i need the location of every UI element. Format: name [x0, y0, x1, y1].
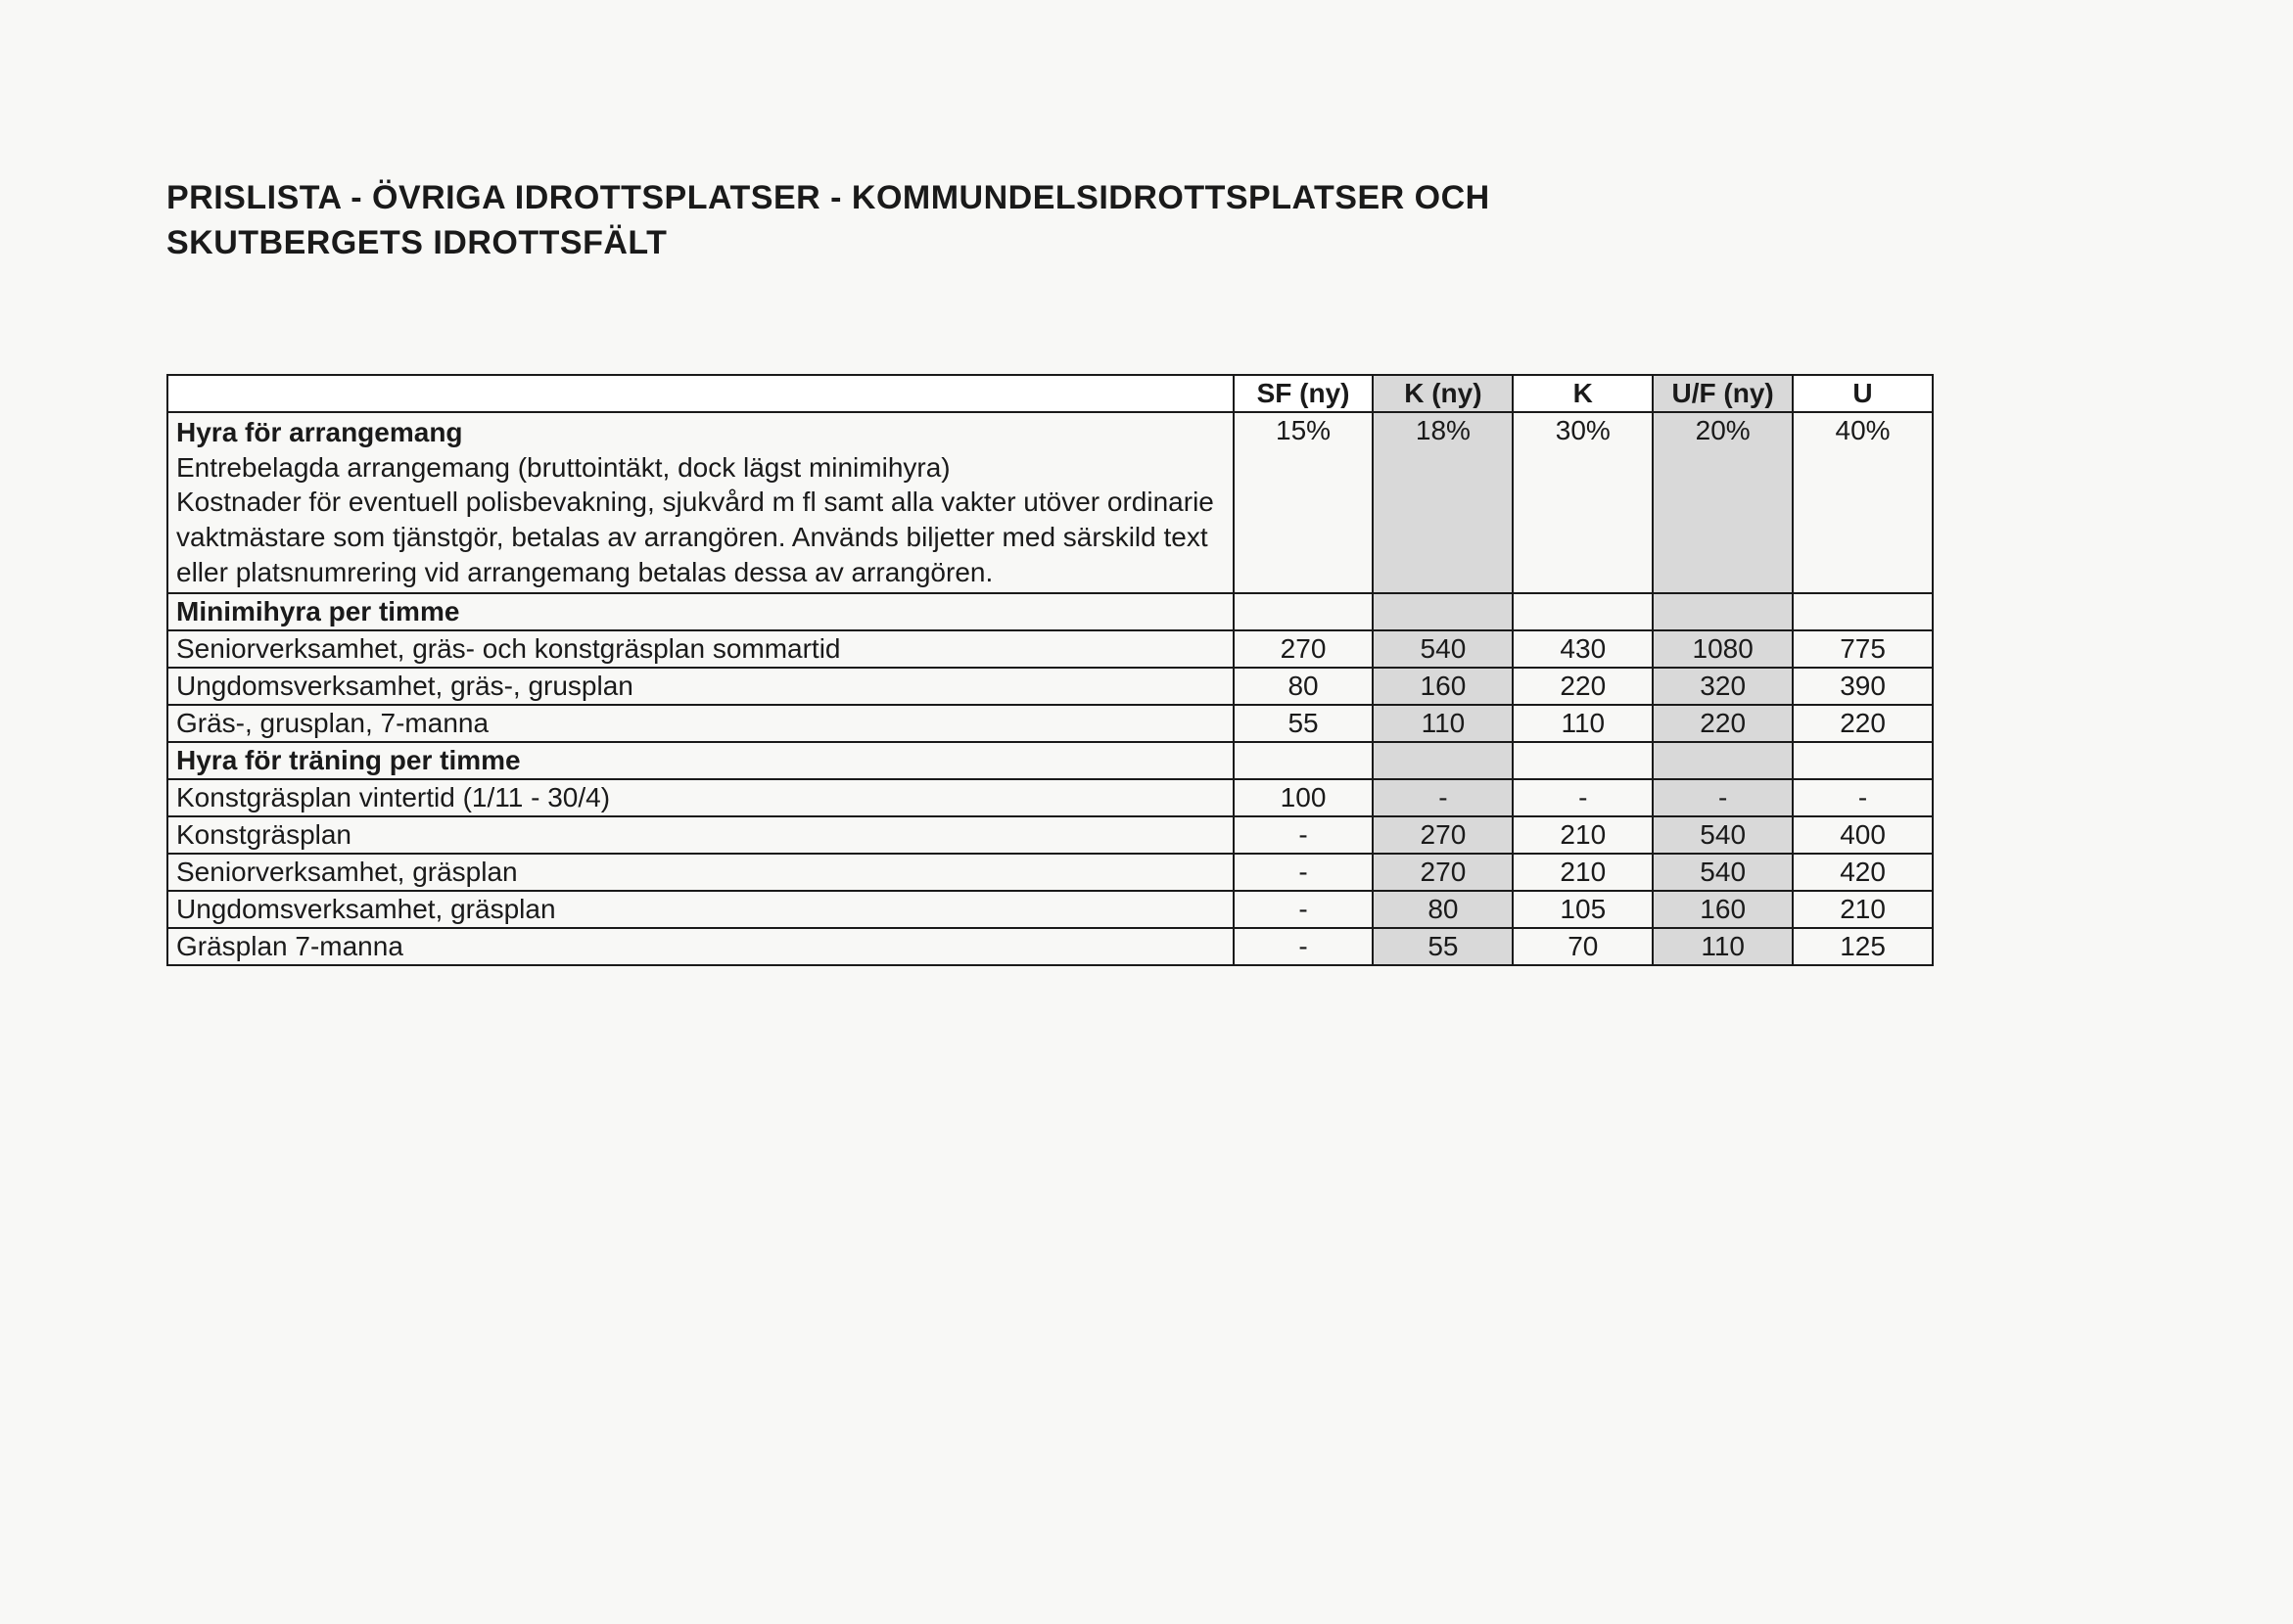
col-header-uf-ny: U/F (ny): [1653, 375, 1793, 412]
cell: 55: [1373, 928, 1513, 965]
row-label: Gräsplan 7-manna: [167, 928, 1234, 965]
cell: -: [1793, 779, 1933, 816]
cell: 220: [1513, 668, 1653, 705]
cell: 100: [1234, 779, 1374, 816]
cell: 160: [1653, 891, 1793, 928]
section1-line3: Kostnader för eventuell polisbevakning, …: [176, 485, 1225, 520]
cell: -: [1234, 891, 1374, 928]
title-line-2: SKUTBERGETS IDROTTSFÄLT: [166, 224, 667, 261]
table-row: Konstgräsplan - 270 210 540 400: [167, 816, 1933, 854]
cell: -: [1373, 779, 1513, 816]
col-header-sf-ny: SF (ny): [1234, 375, 1374, 412]
blank: [1373, 593, 1513, 630]
cell: 540: [1653, 816, 1793, 854]
blank: [1793, 593, 1933, 630]
page-title: PRISLISTA - ÖVRIGA IDROTTSPLATSER - KOMM…: [166, 176, 2127, 266]
row-label: Konstgräsplan: [167, 816, 1234, 854]
section1-line5: eller platsnumrering vid arrangemang bet…: [176, 555, 1225, 590]
section-arrangemang: Hyra för arrangemang Entrebelagda arrang…: [167, 412, 1933, 593]
blank: [1513, 742, 1653, 779]
section1-line1: Entrebelagda arrangemang (bruttointäkt, …: [176, 450, 1225, 486]
cell: 430: [1513, 630, 1653, 668]
section1-line4: vaktmästare som tjänstgör, betalas av ar…: [176, 520, 1225, 555]
cell: 80: [1373, 891, 1513, 928]
blank: [1653, 593, 1793, 630]
cell: -: [1234, 928, 1374, 965]
table-row: Gräs-, grusplan, 7-manna 55 110 110 220 …: [167, 705, 1933, 742]
blank: [1793, 742, 1933, 779]
cell: 220: [1653, 705, 1793, 742]
cell: 220: [1793, 705, 1933, 742]
col-header-u: U: [1793, 375, 1933, 412]
cell: 270: [1373, 816, 1513, 854]
cell: 1080: [1653, 630, 1793, 668]
section2-header-row: Minimihyra per timme: [167, 593, 1933, 630]
section1-desc: Hyra för arrangemang Entrebelagda arrang…: [167, 412, 1234, 593]
section1-c4: 20%: [1653, 412, 1793, 593]
section3-header-row: Hyra för träning per timme: [167, 742, 1933, 779]
row-label: Seniorverksamhet, gräsplan: [167, 854, 1234, 891]
blank: [1234, 742, 1374, 779]
cell: 775: [1793, 630, 1933, 668]
cell: 210: [1513, 816, 1653, 854]
cell: 390: [1793, 668, 1933, 705]
blank: [1513, 593, 1653, 630]
cell: 110: [1513, 705, 1653, 742]
cell: 125: [1793, 928, 1933, 965]
table-row: Gräsplan 7-manna - 55 70 110 125: [167, 928, 1933, 965]
cell: 55: [1234, 705, 1374, 742]
cell: 110: [1373, 705, 1513, 742]
row-label: Gräs-, grusplan, 7-manna: [167, 705, 1234, 742]
cell: -: [1234, 854, 1374, 891]
blank: [1234, 593, 1374, 630]
col-header-k-ny: K (ny): [1373, 375, 1513, 412]
section1-c1: 15%: [1234, 412, 1374, 593]
cell: 270: [1234, 630, 1374, 668]
table-row: Konstgräsplan vintertid (1/11 - 30/4) 10…: [167, 779, 1933, 816]
title-line-1: PRISLISTA - ÖVRIGA IDROTTSPLATSER - KOMM…: [166, 179, 1490, 216]
cell: 105: [1513, 891, 1653, 928]
section2-header: Minimihyra per timme: [167, 593, 1234, 630]
price-table: SF (ny) K (ny) K U/F (ny) U Hyra för arr…: [166, 374, 1934, 966]
row-label: Konstgräsplan vintertid (1/11 - 30/4): [167, 779, 1234, 816]
section1-c5: 40%: [1793, 412, 1933, 593]
row-label: Ungdomsverksamhet, gräsplan: [167, 891, 1234, 928]
cell: 80: [1234, 668, 1374, 705]
cell: 110: [1653, 928, 1793, 965]
cell: 210: [1793, 891, 1933, 928]
col-header-desc: [167, 375, 1234, 412]
blank: [1653, 742, 1793, 779]
cell: 320: [1653, 668, 1793, 705]
cell: 540: [1373, 630, 1513, 668]
section1-header: Hyra för arrangemang: [176, 415, 1225, 450]
cell: 540: [1653, 854, 1793, 891]
section3-header: Hyra för träning per timme: [167, 742, 1234, 779]
col-header-k: K: [1513, 375, 1653, 412]
table-row: Ungdomsverksamhet, gräs-, grusplan 80 16…: [167, 668, 1933, 705]
cell: 70: [1513, 928, 1653, 965]
cell: 420: [1793, 854, 1933, 891]
cell: -: [1234, 816, 1374, 854]
table-header-row: SF (ny) K (ny) K U/F (ny) U: [167, 375, 1933, 412]
document-page: PRISLISTA - ÖVRIGA IDROTTSPLATSER - KOMM…: [0, 0, 2293, 1624]
cell: -: [1513, 779, 1653, 816]
section1-c3: 30%: [1513, 412, 1653, 593]
blank: [1373, 742, 1513, 779]
cell: -: [1653, 779, 1793, 816]
row-label: Seniorverksamhet, gräs- och konstgräspla…: [167, 630, 1234, 668]
cell: 160: [1373, 668, 1513, 705]
row-label: Ungdomsverksamhet, gräs-, grusplan: [167, 668, 1234, 705]
section1-c2: 18%: [1373, 412, 1513, 593]
cell: 210: [1513, 854, 1653, 891]
cell: 270: [1373, 854, 1513, 891]
table-row: Ungdomsverksamhet, gräsplan - 80 105 160…: [167, 891, 1933, 928]
cell: 400: [1793, 816, 1933, 854]
table-row: Seniorverksamhet, gräsplan - 270 210 540…: [167, 854, 1933, 891]
table-row: Seniorverksamhet, gräs- och konstgräspla…: [167, 630, 1933, 668]
